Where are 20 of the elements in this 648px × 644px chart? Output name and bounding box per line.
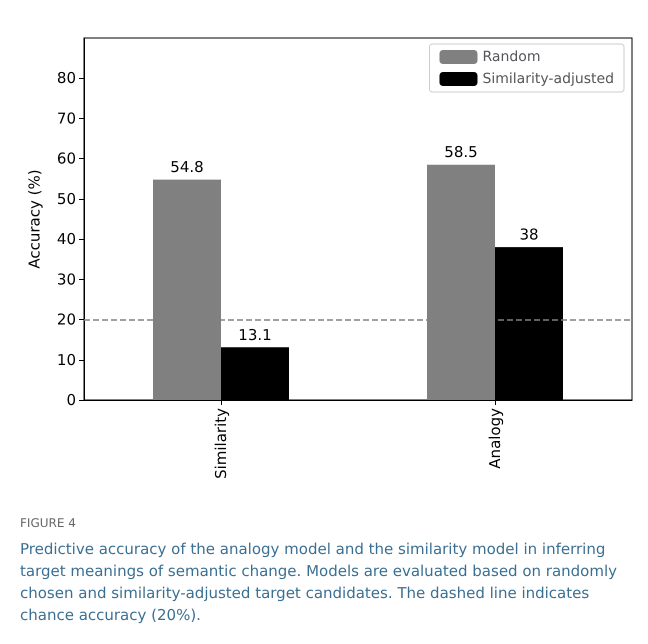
x-tick-label: Similarity [212, 408, 230, 479]
caption: FIGURE 4 [20, 516, 76, 530]
y-tick-label: 0 [66, 391, 76, 409]
y-tick-label: 70 [56, 109, 76, 128]
legend-label: Similarity-adjusted [482, 71, 614, 87]
data-label: 58.5 [444, 143, 478, 162]
y-tick-label: 40 [56, 230, 76, 248]
y-axis-title: Accuracy (%) [26, 169, 44, 269]
y-tick-label: 10 [56, 350, 76, 369]
y-tick-label: 80 [56, 69, 76, 88]
y-tick-label: 30 [56, 270, 76, 288]
y-tick-label: 60 [56, 150, 76, 168]
data-label: 38 [519, 226, 539, 244]
text: Predictive accuracy of the analogy model and the similarity model in inferring target meanings of semantic change. Models are evaluated based on randomly chosen and similarity-adjusted target candidates. The dashed line indicates chance accuracy (20%). [20, 540, 622, 624]
y-tick-label: 20 [56, 310, 76, 329]
y-tick-label: 50 [56, 190, 76, 208]
data-label: 13.1 [238, 326, 272, 344]
data-label: 54.8 [170, 158, 204, 176]
legend-label: Random [482, 49, 540, 65]
x-tick-label: Analogy [486, 408, 504, 469]
